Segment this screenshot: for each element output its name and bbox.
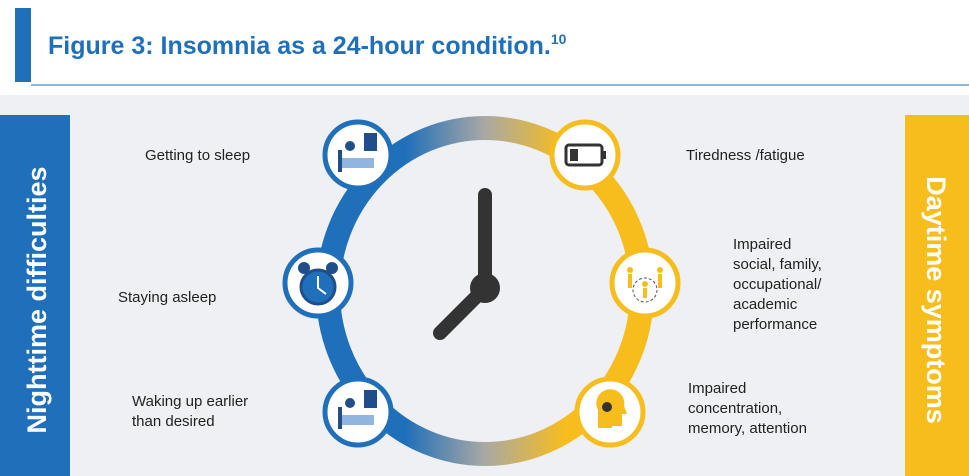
header-accent [15,8,31,82]
item-label: academic [733,296,798,313]
item-label: Impaired [688,380,746,397]
clock-center [470,273,500,303]
item-label: than desired [132,413,215,430]
icon-waking-up [322,376,394,448]
icons [282,119,681,448]
title: Figure 3: Insomnia as a 24-hour conditio… [48,31,567,60]
right-band [905,115,969,476]
left-band [0,115,70,476]
right-band-label: Daytime symptoms [921,176,951,424]
icon-concentration [574,376,646,448]
left-band-label: Nighttime difficulties [22,166,52,433]
item-label: memory, attention [688,420,807,437]
item-label: occupational/ [733,276,822,293]
item-label: social, family, [733,256,822,273]
item-label: Waking up earlier [132,393,248,410]
icon-tiredness [549,119,621,191]
item-label: performance [733,316,817,333]
icon-staying-asleep [282,247,354,319]
item-label: Staying asleep [118,289,216,306]
item-label: Impaired [733,236,791,253]
item-label: Tiredness /fatigue [686,147,805,164]
item-label: Getting to sleep [145,147,250,164]
icon-social [609,247,681,319]
icon-getting-to-sleep [322,119,394,191]
item-label: concentration, [688,400,782,417]
